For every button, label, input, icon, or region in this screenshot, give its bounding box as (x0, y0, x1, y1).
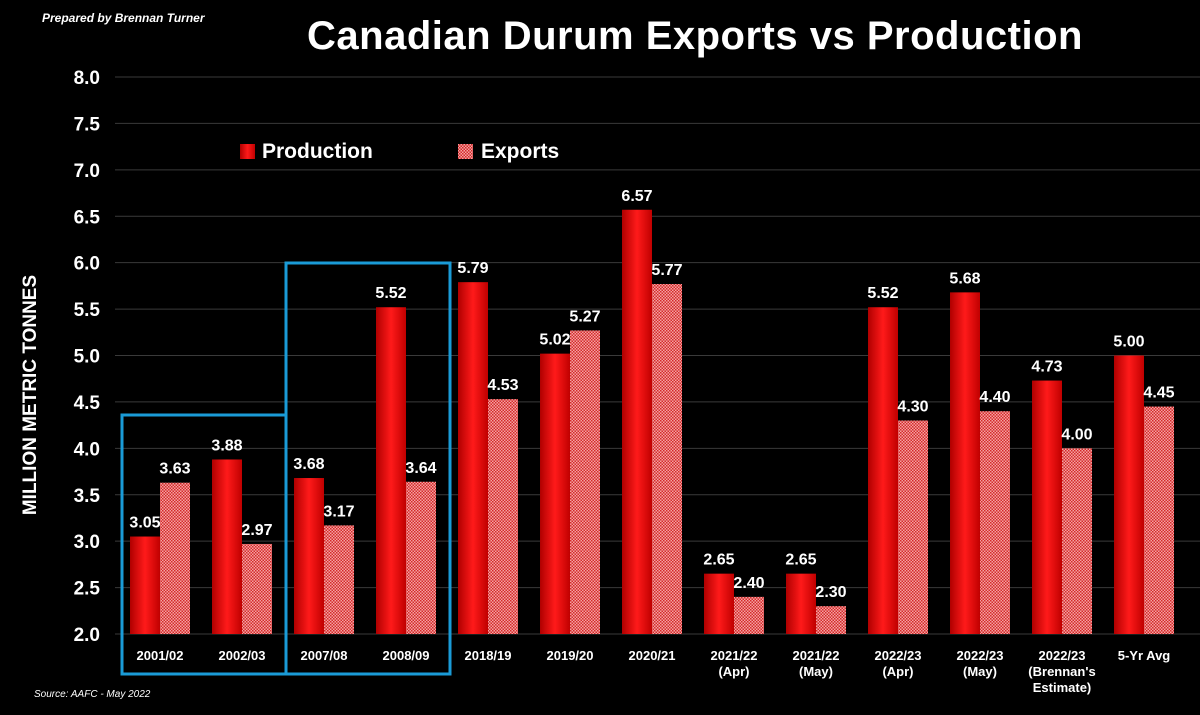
production-bar (1032, 380, 1062, 634)
exports-bar (242, 543, 272, 634)
production-data-label: 2.65 (703, 552, 734, 569)
exports-data-label: 2.40 (733, 575, 764, 592)
chart-title: Canadian Durum Exports vs Production (307, 14, 1083, 58)
legend-label-exports: Exports (481, 140, 559, 163)
exports-bar (1062, 448, 1092, 634)
y-tick-label: 5.5 (74, 300, 101, 321)
exports-bar (816, 606, 846, 634)
y-tick-label: 3.0 (74, 532, 100, 553)
production-bar (622, 209, 652, 635)
exports-data-label: 4.00 (1061, 426, 1092, 443)
y-tick-label: 5.0 (74, 347, 100, 368)
highlight-box (284, 261, 452, 676)
x-tick-label: (Apr) (718, 664, 749, 679)
x-tick-label: 2020/21 (629, 648, 676, 663)
y-tick-label: 7.5 (74, 114, 101, 135)
production-bar (868, 307, 898, 634)
production-data-label: 2.65 (785, 552, 816, 569)
production-data-label: 4.73 (1031, 359, 1062, 376)
production-bar (458, 282, 488, 634)
x-tick-label: 2022/23 (957, 648, 1004, 663)
production-data-label: 5.52 (867, 285, 898, 302)
exports-bar (570, 330, 600, 634)
x-tick-label: 2007/08 (301, 648, 348, 663)
exports-bar (898, 420, 928, 634)
y-axis-label: MILLION METRIC TONNES (20, 275, 41, 515)
x-tick-label: 5-Yr Avg (1118, 648, 1171, 663)
x-tick-label: 2008/09 (383, 648, 430, 663)
production-data-label: 5.52 (375, 285, 406, 302)
production-bar (704, 573, 734, 634)
exports-bar (1144, 406, 1174, 634)
x-tick-label: (Apr) (882, 664, 913, 679)
exports-data-label: 5.77 (651, 262, 682, 279)
production-data-label: 5.00 (1113, 334, 1144, 351)
exports-data-label: 4.45 (1143, 385, 1174, 402)
production-data-label: 3.88 (211, 437, 242, 454)
exports-bar (160, 482, 190, 634)
x-tick-label: (May) (963, 664, 997, 679)
exports-bar (734, 596, 764, 634)
production-bar (786, 573, 816, 634)
production-bar (1114, 355, 1144, 634)
exports-data-label: 4.53 (487, 377, 518, 394)
production-data-label: 5.68 (949, 270, 980, 287)
exports-data-label: 3.64 (405, 460, 436, 477)
x-tick-label: (May) (799, 664, 833, 679)
exports-bar (324, 525, 354, 634)
production-data-label: 3.05 (129, 515, 160, 532)
exports-bar (406, 481, 436, 634)
exports-bar (488, 399, 518, 634)
x-tick-label: (Brennan's (1028, 664, 1095, 679)
exports-bar (980, 411, 1010, 634)
x-tick-label: Estimate) (1033, 680, 1092, 695)
production-bar (130, 536, 160, 634)
production-bar (212, 459, 242, 634)
y-tick-label: 4.0 (74, 439, 100, 460)
y-tick-label: 4.5 (74, 393, 101, 414)
production-bar (294, 478, 324, 634)
production-bar (376, 307, 406, 634)
x-tick-label: 2018/19 (465, 648, 512, 663)
credit-text: Prepared by Brennan Turner (42, 11, 205, 25)
production-data-label: 3.68 (293, 456, 324, 473)
y-tick-label: 7.0 (74, 161, 100, 182)
x-tick-label: 2022/23 (1039, 648, 1086, 663)
exports-data-label: 3.63 (159, 461, 190, 478)
legend-swatch-production (240, 144, 255, 159)
y-tick-label: 3.5 (74, 486, 101, 507)
x-tick-label: 2001/02 (137, 648, 184, 663)
x-axis: 2001/02 2002/03 2007/08 2008/09 2018/19 2019/… (137, 648, 1171, 695)
bars: 3.05 3.63 3.88 2.97 3.68 3.17 5.52 3.64 5.79 4.53… (129, 188, 1175, 635)
production-bar (950, 292, 980, 634)
legend: Production Exports (240, 140, 559, 163)
exports-data-label: 4.30 (897, 398, 928, 415)
production-data-label: 5.79 (457, 260, 488, 277)
source-note: Source: AAFC - May 2022 (34, 689, 151, 700)
y-axis: 2.0 2.5 3.0 3.5 4.0 4.5 5.0 5.5 6.0 6.5 7.0 7.5 8.0 (74, 68, 101, 646)
exports-data-label: 2.97 (241, 522, 272, 539)
y-tick-label: 8.0 (74, 68, 100, 89)
x-tick-label: 2021/22 (711, 648, 758, 663)
exports-bar (652, 284, 682, 634)
x-tick-label: 2002/03 (219, 648, 266, 663)
legend-label-production: Production (262, 140, 373, 163)
exports-data-label: 5.27 (569, 308, 600, 325)
legend-swatch-exports (458, 144, 473, 159)
production-data-label: 5.02 (539, 332, 570, 349)
y-tick-label: 2.0 (74, 625, 100, 646)
production-data-label: 6.57 (621, 188, 652, 205)
x-tick-label: 2019/20 (547, 648, 594, 663)
production-bar (540, 353, 570, 634)
y-tick-label: 6.0 (74, 254, 100, 275)
x-tick-label: 2022/23 (875, 648, 922, 663)
highlight-boxes (120, 261, 452, 676)
exports-data-label: 2.30 (815, 584, 846, 601)
y-tick-label: 2.5 (74, 579, 101, 600)
x-tick-label: 2021/22 (793, 648, 840, 663)
y-tick-label: 6.5 (74, 207, 101, 228)
exports-data-label: 3.17 (323, 503, 354, 520)
exports-data-label: 4.40 (979, 389, 1010, 406)
